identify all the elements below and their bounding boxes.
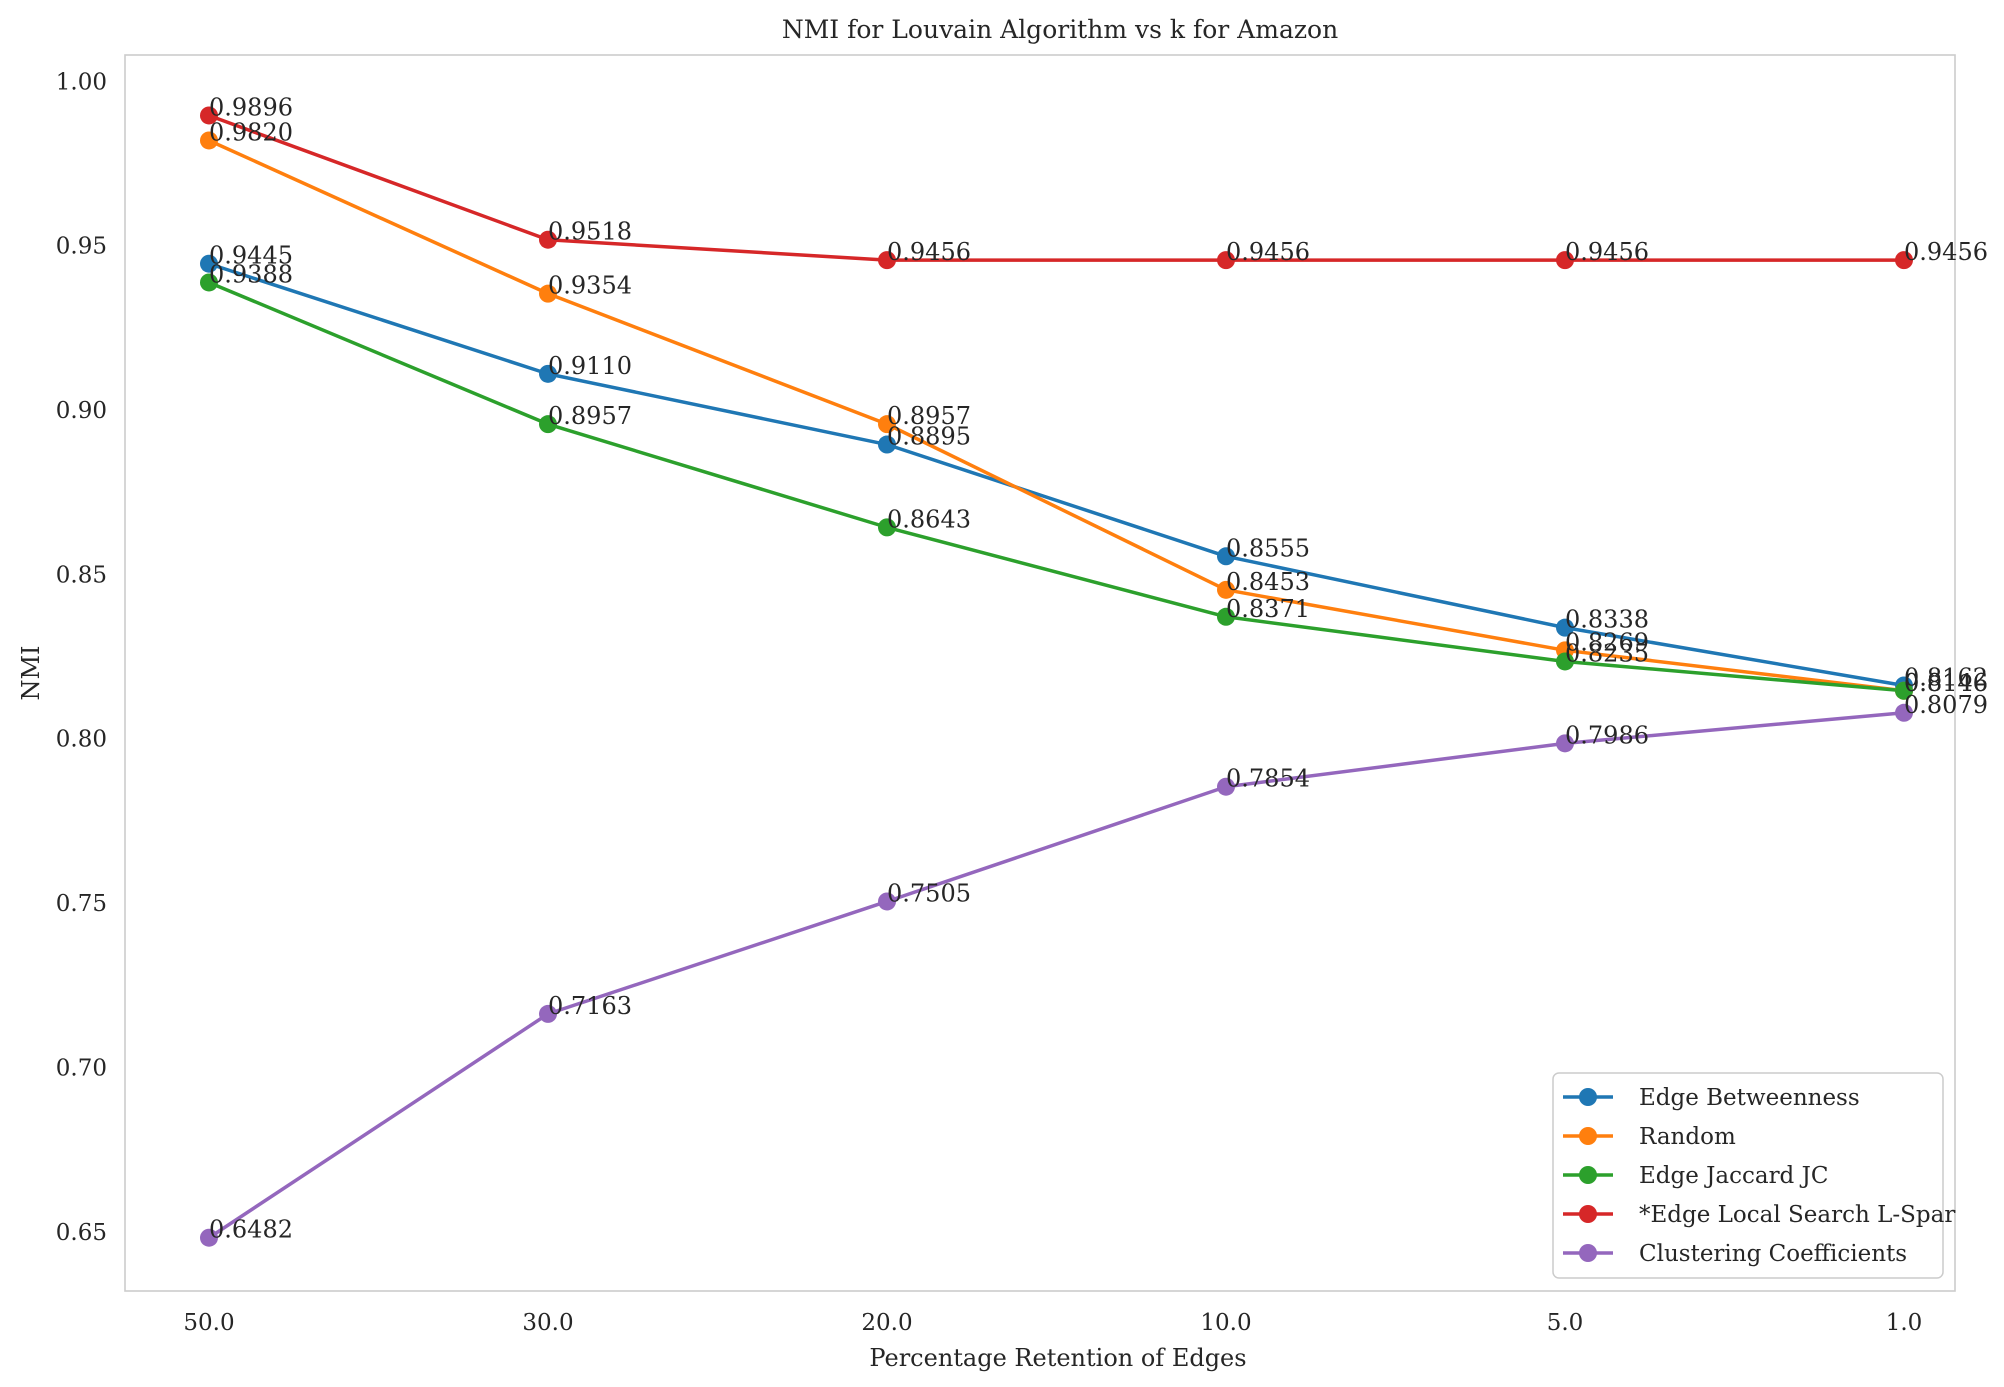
y-tick-label: 0.65 [56, 1220, 107, 1246]
y-tick-label: 0.90 [56, 398, 107, 424]
series-line [208, 280, 1905, 693]
data-point [1556, 734, 1574, 753]
data-point [1895, 703, 1913, 722]
data-point [539, 415, 557, 434]
data-label: 0.8146 [1904, 669, 1988, 697]
legend-entry: *Edge Local Search L-Spar [1639, 1202, 1955, 1228]
y-tick-label: 0.80 [56, 727, 107, 753]
x-tick-label: 5.0 [1547, 1310, 1584, 1336]
legend: Edge Betweenness Random Edge Jaccard JC *Ed… [1552, 1072, 1955, 1279]
y-axis-ticks: 0.65 0.70 0.75 0.80 0.85 0.90 0.95 1.00 [56, 69, 107, 1246]
y-tick-label: 0.70 [56, 1055, 107, 1081]
data-label: 0.7505 [887, 879, 971, 907]
data-label: 0.8338 [1565, 606, 1649, 634]
data-label: 0.8162 [1904, 663, 1988, 691]
data-label: 0.9456 [1226, 238, 1310, 266]
data-point [878, 435, 896, 454]
x-axis-label: Percentage Retention of Edges [869, 1344, 1246, 1372]
legend-marker [1579, 1127, 1597, 1145]
data-point [1556, 618, 1574, 637]
legend-entry: Edge Betweenness [1639, 1085, 1860, 1111]
data-point [1217, 251, 1235, 270]
legend-frame [1552, 1072, 1944, 1279]
legend-marker [1579, 1088, 1597, 1106]
series-line [208, 711, 1905, 1240]
data-label: 0.8371 [1226, 595, 1310, 623]
data-label: 0.8957 [548, 402, 632, 430]
data-label: 0.8079 [1904, 691, 1988, 719]
data-label: 0.8957 [887, 402, 971, 430]
data-point [1895, 681, 1913, 700]
y-tick-label: 0.85 [56, 562, 107, 588]
data-label: 0.7986 [1565, 721, 1649, 749]
data-label: 0.9896 [209, 93, 293, 121]
data-label: 0.8269 [1565, 628, 1649, 656]
data-point [878, 251, 896, 270]
data-label: 0.9354 [548, 272, 632, 300]
data-label: 0.9456 [1904, 238, 1988, 266]
data-point [200, 1228, 218, 1247]
data-label: 0.9445 [209, 242, 293, 270]
data-point [878, 892, 896, 911]
data-label: 0.9820 [209, 118, 293, 146]
y-axis-label: NMI [17, 645, 45, 700]
legend-marker [1579, 1205, 1597, 1223]
legend-marker [1579, 1244, 1597, 1262]
x-tick-label: 10.0 [1200, 1310, 1251, 1336]
data-point [1556, 652, 1574, 671]
data-label: 0.9388 [209, 260, 293, 288]
data-point [200, 273, 218, 292]
data-point [1217, 580, 1235, 599]
data-point [200, 131, 218, 150]
series-points [200, 106, 1913, 1247]
data-label: 0.8453 [1226, 568, 1310, 596]
plot-area-frame [124, 54, 1956, 1292]
data-point [1895, 251, 1913, 270]
data-point [1217, 777, 1235, 796]
data-label: 0.9456 [887, 238, 971, 266]
data-point [200, 254, 218, 273]
data-point [878, 415, 896, 434]
data-label: 0.8235 [1565, 639, 1649, 667]
data-label: 0.7163 [548, 992, 632, 1020]
data-label: 0.9518 [548, 218, 632, 246]
data-point [200, 106, 218, 125]
data-label: 0.8555 [1226, 534, 1310, 562]
y-tick-label: 1.00 [56, 69, 107, 95]
data-label: 0.8146 [1904, 669, 1988, 697]
data-point [539, 284, 557, 303]
data-point [539, 364, 557, 383]
series-line [208, 262, 1905, 688]
legend-entry: Random [1639, 1124, 1736, 1150]
x-tick-label: 1.0 [1886, 1310, 1923, 1336]
data-labels: 0.9445 0.9110 0.8895 0.8555 0.8338 0.8162 0.98… [209, 93, 1988, 1243]
data-point [1217, 607, 1235, 626]
data-point [539, 230, 557, 249]
x-tick-label: 30.0 [522, 1310, 573, 1336]
data-point [1556, 251, 1574, 270]
data-label: 0.8895 [887, 423, 971, 451]
legend-entry: Edge Jaccard JC [1639, 1163, 1828, 1189]
series-lines [208, 113, 1905, 1240]
series-line [208, 113, 1904, 262]
data-point [878, 518, 896, 537]
y-tick-label: 0.95 [56, 234, 107, 260]
data-label: 0.7854 [1226, 765, 1310, 793]
legend-entry: Clustering Coefficients [1639, 1241, 1907, 1267]
legend-marker [1579, 1166, 1597, 1184]
data-label: 0.9110 [548, 352, 632, 380]
data-label: 0.9456 [1565, 238, 1649, 266]
data-point [539, 1004, 557, 1023]
y-tick-label: 0.75 [56, 891, 107, 917]
data-label: 0.6482 [209, 1216, 293, 1244]
series-line [208, 138, 1905, 693]
x-tick-label: 20.0 [861, 1310, 912, 1336]
chart-title: NMI for Louvain Algorithm vs k for Amazo… [782, 15, 1338, 44]
data-point [1217, 547, 1235, 566]
x-axis-ticks: 50.0 30.0 20.0 10.0 5.0 1.0 [183, 1310, 1922, 1336]
x-tick-label: 50.0 [183, 1310, 234, 1336]
data-label: 0.8643 [887, 505, 971, 533]
